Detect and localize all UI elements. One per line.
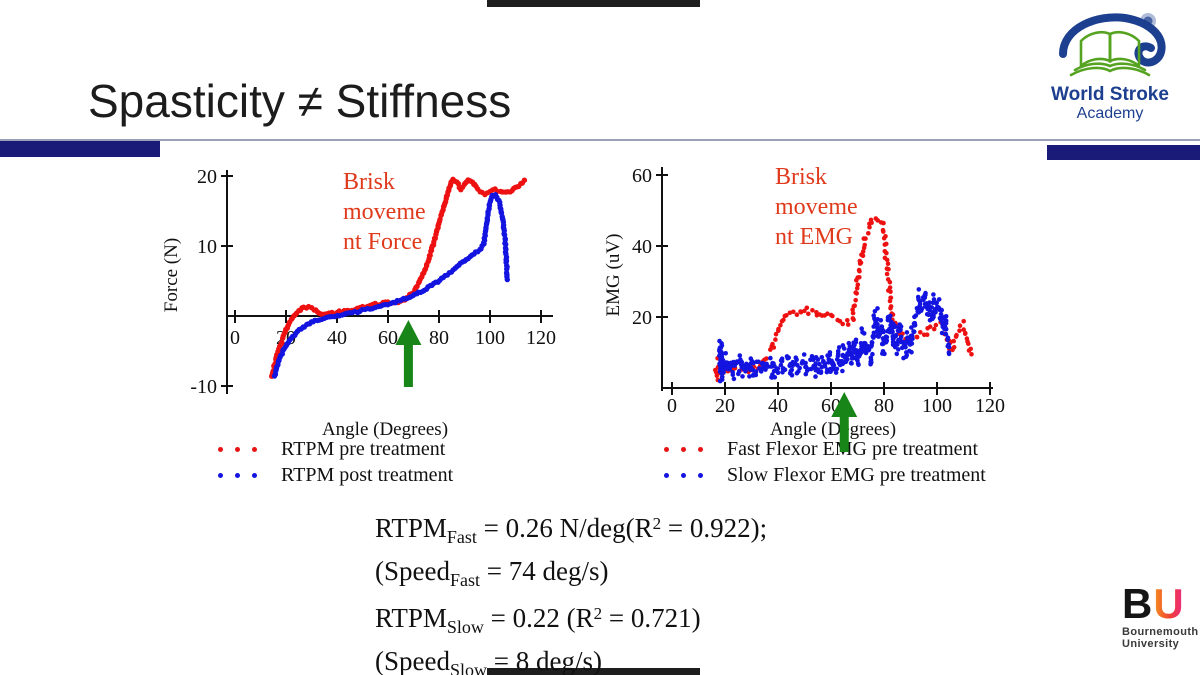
bottom-letterbox-bar [487, 668, 700, 675]
x-tick-label: 80 [429, 327, 449, 349]
y-tick-label: 10 [197, 236, 217, 258]
legend-item-fast-flexor: Fast Flexor EMG pre treatment [664, 436, 986, 462]
emg-y-axis-label: EMG (uV) [603, 233, 624, 317]
red-dots-marker [664, 446, 703, 452]
world-stroke-text: World Stroke [1051, 84, 1169, 105]
x-tick-label: 80 [874, 395, 894, 417]
navy-bar-right [1047, 145, 1200, 160]
world-stroke-academy-logo: World Stroke Academy [1035, 8, 1185, 122]
academy-text: Academy [1076, 105, 1144, 122]
page-title: Spasticity ≠ Stiffness [88, 75, 512, 127]
force-green-arrow [395, 320, 422, 387]
red-dots-marker [218, 446, 257, 452]
blue-dots-marker [218, 472, 257, 478]
force-x-axis-label: Angle (Degrees) [321, 419, 449, 440]
x-tick-label: 20 [715, 395, 735, 417]
x-tick-label: 40 [768, 395, 788, 417]
x-tick-label: 120 [526, 327, 556, 349]
y-tick-label: 40 [632, 236, 652, 258]
emg-legend: Fast Flexor EMG pre treatment Slow Flexo… [664, 436, 986, 488]
bu-letters: BU [1122, 580, 1185, 627]
y-tick-label: 20 [197, 166, 217, 188]
x-tick-label: 120 [975, 395, 1005, 417]
legend-item-slow-flexor: Slow Flexor EMG pre treatment [664, 462, 986, 488]
formula-line: (SpeedFast = 74 deg/s) [375, 556, 609, 590]
force-y-axis-label: Force (N) [161, 237, 182, 313]
y-tick-label: -10 [190, 376, 217, 398]
y-tick-label: 20 [632, 307, 652, 329]
navy-bar-left [0, 141, 160, 157]
formula-line: (SpeedSlow = 8 deg/s) [375, 646, 602, 675]
bu-line1: Bournemouth [1122, 626, 1199, 638]
x-tick-label: 60 [378, 327, 398, 349]
world-stroke-logo-mark [1059, 13, 1166, 77]
force-legend: RTPM pre treatment RTPM post treatment [218, 436, 453, 488]
x-tick-label: 100 [922, 395, 952, 417]
bu-line2: University [1122, 638, 1180, 650]
legend-item-rtpm-post: RTPM post treatment [218, 462, 453, 488]
rtpm-formula-block: RTPMFast = 0.26 N/deg(R2 = 0.922); (Speed… [375, 507, 767, 675]
x-tick-label: 0 [667, 395, 677, 417]
x-tick-label: 40 [327, 327, 347, 349]
x-tick-label: 20 [276, 327, 296, 349]
bournemouth-university-logo: BU Bournemouth University [1122, 580, 1200, 651]
x-tick-label: 60 [821, 395, 841, 417]
book-icon [1069, 30, 1151, 77]
Slow-Flexor-EMG-pre-treatment-series [717, 287, 952, 384]
x-tick-label: 100 [475, 327, 505, 349]
brisk-movement-force-annotation: Brisk moveme nt Force [343, 169, 426, 255]
blue-dots-marker [664, 472, 703, 478]
formula-line: RTPMFast = 0.26 N/deg(R2 = 0.922); [375, 513, 768, 547]
brisk-movement-emg-annotation: Brisk moveme nt EMG [775, 164, 858, 250]
formula-line: RTPMSlow = 0.22 (R2 = 0.721) [375, 603, 701, 637]
y-tick-label: 60 [632, 165, 652, 187]
top-letterbox-bar [487, 0, 700, 7]
legend-item-rtpm-pre: RTPM pre treatment [218, 436, 453, 462]
divider-line [0, 139, 1200, 141]
x-tick-label: 0 [230, 327, 240, 349]
